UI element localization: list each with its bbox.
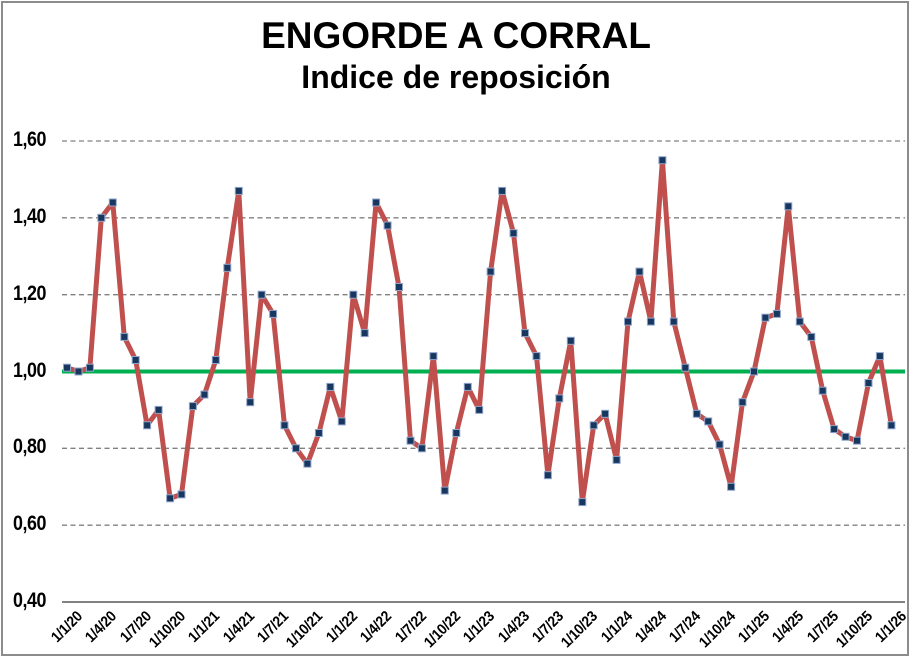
data-point-marker bbox=[314, 429, 323, 437]
data-point-marker bbox=[246, 398, 255, 407]
y-tick-label: 1,00 bbox=[12, 358, 46, 382]
data-point-marker bbox=[727, 482, 736, 491]
data-point-marker bbox=[177, 490, 186, 499]
y-tick-label: 1,60 bbox=[12, 128, 46, 152]
data-point-marker bbox=[532, 352, 541, 361]
data-point-marker bbox=[864, 379, 873, 387]
data-point-marker bbox=[337, 417, 346, 426]
data-point-marker bbox=[624, 317, 632, 326]
data-point-marker bbox=[543, 471, 552, 480]
data-point-marker bbox=[578, 498, 587, 507]
data-point-marker bbox=[704, 417, 713, 426]
data-point-marker bbox=[417, 444, 426, 453]
data-point-marker bbox=[63, 363, 71, 372]
y-tick-label: 1,20 bbox=[12, 281, 46, 305]
data-point-marker bbox=[658, 156, 667, 165]
data-point-marker bbox=[887, 421, 896, 430]
data-point-marker bbox=[166, 494, 175, 503]
data-point-marker bbox=[830, 425, 839, 434]
data-point-marker bbox=[280, 421, 289, 430]
data-point-marker bbox=[188, 402, 197, 411]
data-point-marker bbox=[853, 436, 861, 445]
data-point-marker bbox=[566, 336, 575, 345]
data-point-marker bbox=[120, 332, 129, 341]
data-point-marker bbox=[211, 356, 220, 364]
data-point-marker bbox=[97, 213, 106, 222]
data-point-marker bbox=[234, 186, 243, 195]
data-point-marker bbox=[681, 363, 690, 372]
data-point-marker bbox=[200, 390, 209, 399]
data-point-marker bbox=[349, 290, 358, 299]
data-point-marker bbox=[406, 436, 415, 445]
data-point-marker bbox=[360, 329, 369, 338]
data-point-marker bbox=[475, 405, 484, 414]
data-point-marker bbox=[807, 332, 816, 341]
data-point-marker bbox=[750, 367, 758, 376]
data-point-marker bbox=[257, 290, 266, 299]
y-tick-label: 0,40 bbox=[12, 589, 46, 613]
data-point-marker bbox=[143, 421, 152, 430]
data-point-marker bbox=[486, 267, 495, 276]
data-point-marker bbox=[85, 363, 94, 372]
data-point-marker bbox=[74, 367, 83, 376]
data-point-marker bbox=[612, 455, 621, 464]
data-point-marker bbox=[818, 386, 827, 395]
series-line bbox=[64, 157, 894, 505]
data-point-marker bbox=[761, 313, 770, 322]
data-point-marker bbox=[154, 405, 163, 414]
data-point-marker bbox=[589, 421, 598, 430]
data-point-marker bbox=[303, 459, 312, 468]
data-point-marker bbox=[440, 486, 449, 495]
data-point-marker bbox=[715, 440, 724, 449]
data-point-marker bbox=[841, 432, 850, 441]
data-point-marker bbox=[875, 352, 884, 361]
data-point-marker bbox=[669, 317, 678, 326]
data-point-marker bbox=[383, 221, 392, 230]
y-tick-label: 1,40 bbox=[12, 204, 46, 228]
data-point-marker bbox=[292, 444, 300, 453]
data-point-marker bbox=[772, 309, 781, 318]
data-point-marker bbox=[269, 309, 278, 318]
data-point-marker bbox=[635, 267, 644, 276]
data-point-marker bbox=[463, 382, 472, 391]
data-point-marker bbox=[509, 229, 518, 238]
data-point-marker bbox=[326, 382, 335, 391]
data-point-marker bbox=[452, 429, 461, 437]
data-point-marker bbox=[784, 202, 793, 211]
y-tick-label: 0,80 bbox=[12, 435, 46, 459]
data-point-marker bbox=[646, 317, 655, 326]
data-point-marker bbox=[601, 409, 610, 418]
data-point-marker bbox=[738, 398, 747, 407]
data-point-marker bbox=[795, 317, 804, 326]
data-point-marker bbox=[555, 394, 564, 403]
data-point-marker bbox=[395, 283, 403, 291]
data-point-marker bbox=[372, 198, 381, 207]
data-point-marker bbox=[108, 198, 117, 207]
data-point-marker bbox=[498, 186, 507, 195]
y-tick-label: 0,60 bbox=[12, 512, 46, 536]
data-point-marker bbox=[429, 352, 438, 361]
data-point-marker bbox=[521, 329, 529, 338]
chart-title: ENGORDE A CORRAL bbox=[261, 15, 651, 56]
data-point-marker bbox=[131, 356, 140, 364]
data-point-marker bbox=[692, 409, 701, 418]
chart-subtitle: Indice de reposición bbox=[301, 59, 611, 95]
data-point-marker bbox=[223, 263, 232, 272]
